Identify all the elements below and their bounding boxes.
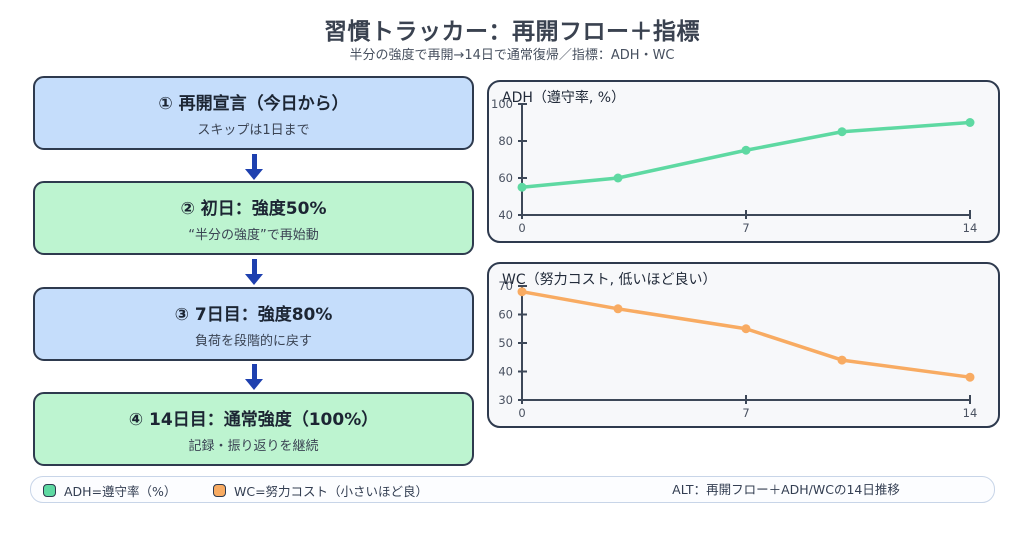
- flow-step-3-subtext: 負荷を段階的に戻す: [194, 333, 312, 349]
- flow-step-3: ③ 7日目：強度80% 負荷を段階的に戻す: [33, 287, 474, 361]
- adh-swatch-icon: [43, 484, 56, 497]
- svg-text:80: 80: [498, 134, 513, 148]
- flow-step-2: ② 初日：強度50% “半分の強度”で再始動: [33, 181, 474, 255]
- svg-text:14: 14: [963, 406, 978, 420]
- arrow-down-icon: [244, 259, 263, 285]
- svg-text:40: 40: [498, 365, 513, 379]
- adh-chart-panel: ADH（遵守率, %） 40 60 80 100 0 7 14: [487, 80, 1000, 243]
- arrow-down-icon: [244, 364, 263, 390]
- svg-text:40: 40: [498, 208, 513, 222]
- svg-text:50: 50: [498, 336, 513, 350]
- arrow-down-icon: [244, 154, 263, 180]
- svg-text:7: 7: [742, 406, 749, 420]
- alt-description-text: ALT：再開フロー＋ADH/WCの14日推移: [672, 482, 900, 497]
- svg-text:30: 30: [498, 393, 513, 407]
- svg-text:100: 100: [491, 97, 513, 111]
- wc-legend-label: WC=努力コスト（小さいほど良）: [234, 484, 429, 499]
- flow-step-1-heading: ① 再開宣言（今日から）: [158, 93, 349, 114]
- footer-legend-bar: ADH=遵守率（%） WC=努力コスト（小さいほど良） ALT：再開フロー＋AD…: [30, 476, 995, 503]
- wc-line-chart: 30 40 50 60 70 0 7 14: [498, 279, 978, 420]
- page-title: 習慣トラッカー：再開フロー＋指標: [324, 19, 700, 45]
- flow-step-4: ④ 14日目：通常強度（100%） 記録・振り返りを継続: [33, 392, 474, 466]
- svg-text:70: 70: [498, 279, 513, 293]
- svg-text:60: 60: [498, 308, 513, 322]
- adh-chart-title: ADH（遵守率, %）: [502, 90, 626, 106]
- legend-item-wc: WC=努力コスト（小さいほど良）: [213, 477, 428, 504]
- flow-step-4-heading: ④ 14日目：通常強度（100%）: [128, 409, 379, 430]
- adh-line-chart: 40 60 80 100 0 7 14: [491, 97, 978, 235]
- svg-text:14: 14: [963, 221, 978, 235]
- wc-chart-title: WC（努力コスト, 低いほど良い）: [502, 272, 717, 288]
- wc-swatch-icon: [213, 484, 226, 497]
- page-subtitle: 半分の強度で再開→14日で通常復帰／指標：ADH・WC: [349, 48, 675, 63]
- flow-step-2-subtext: “半分の強度”で再始動: [188, 227, 319, 243]
- legend-item-adh: ADH=遵守率（%）: [43, 477, 176, 504]
- flow-step-1: ① 再開宣言（今日から） スキップは1日まで: [33, 76, 474, 150]
- flow-step-2-heading: ② 初日：強度50%: [180, 198, 327, 219]
- svg-text:7: 7: [742, 221, 749, 235]
- svg-text:0: 0: [518, 221, 525, 235]
- wc-chart-panel: WC（努力コスト, 低いほど良い） 30 40 50 60 70 0 7 14: [487, 262, 1000, 428]
- svg-text:0: 0: [518, 406, 525, 420]
- flow-step-3-heading: ③ 7日目：強度80%: [174, 304, 333, 325]
- flow-step-1-subtext: スキップは1日まで: [197, 122, 310, 138]
- svg-text:60: 60: [498, 171, 513, 185]
- adh-legend-label: ADH=遵守率（%）: [64, 484, 177, 499]
- flow-step-4-subtext: 記録・振り返りを継続: [188, 438, 319, 454]
